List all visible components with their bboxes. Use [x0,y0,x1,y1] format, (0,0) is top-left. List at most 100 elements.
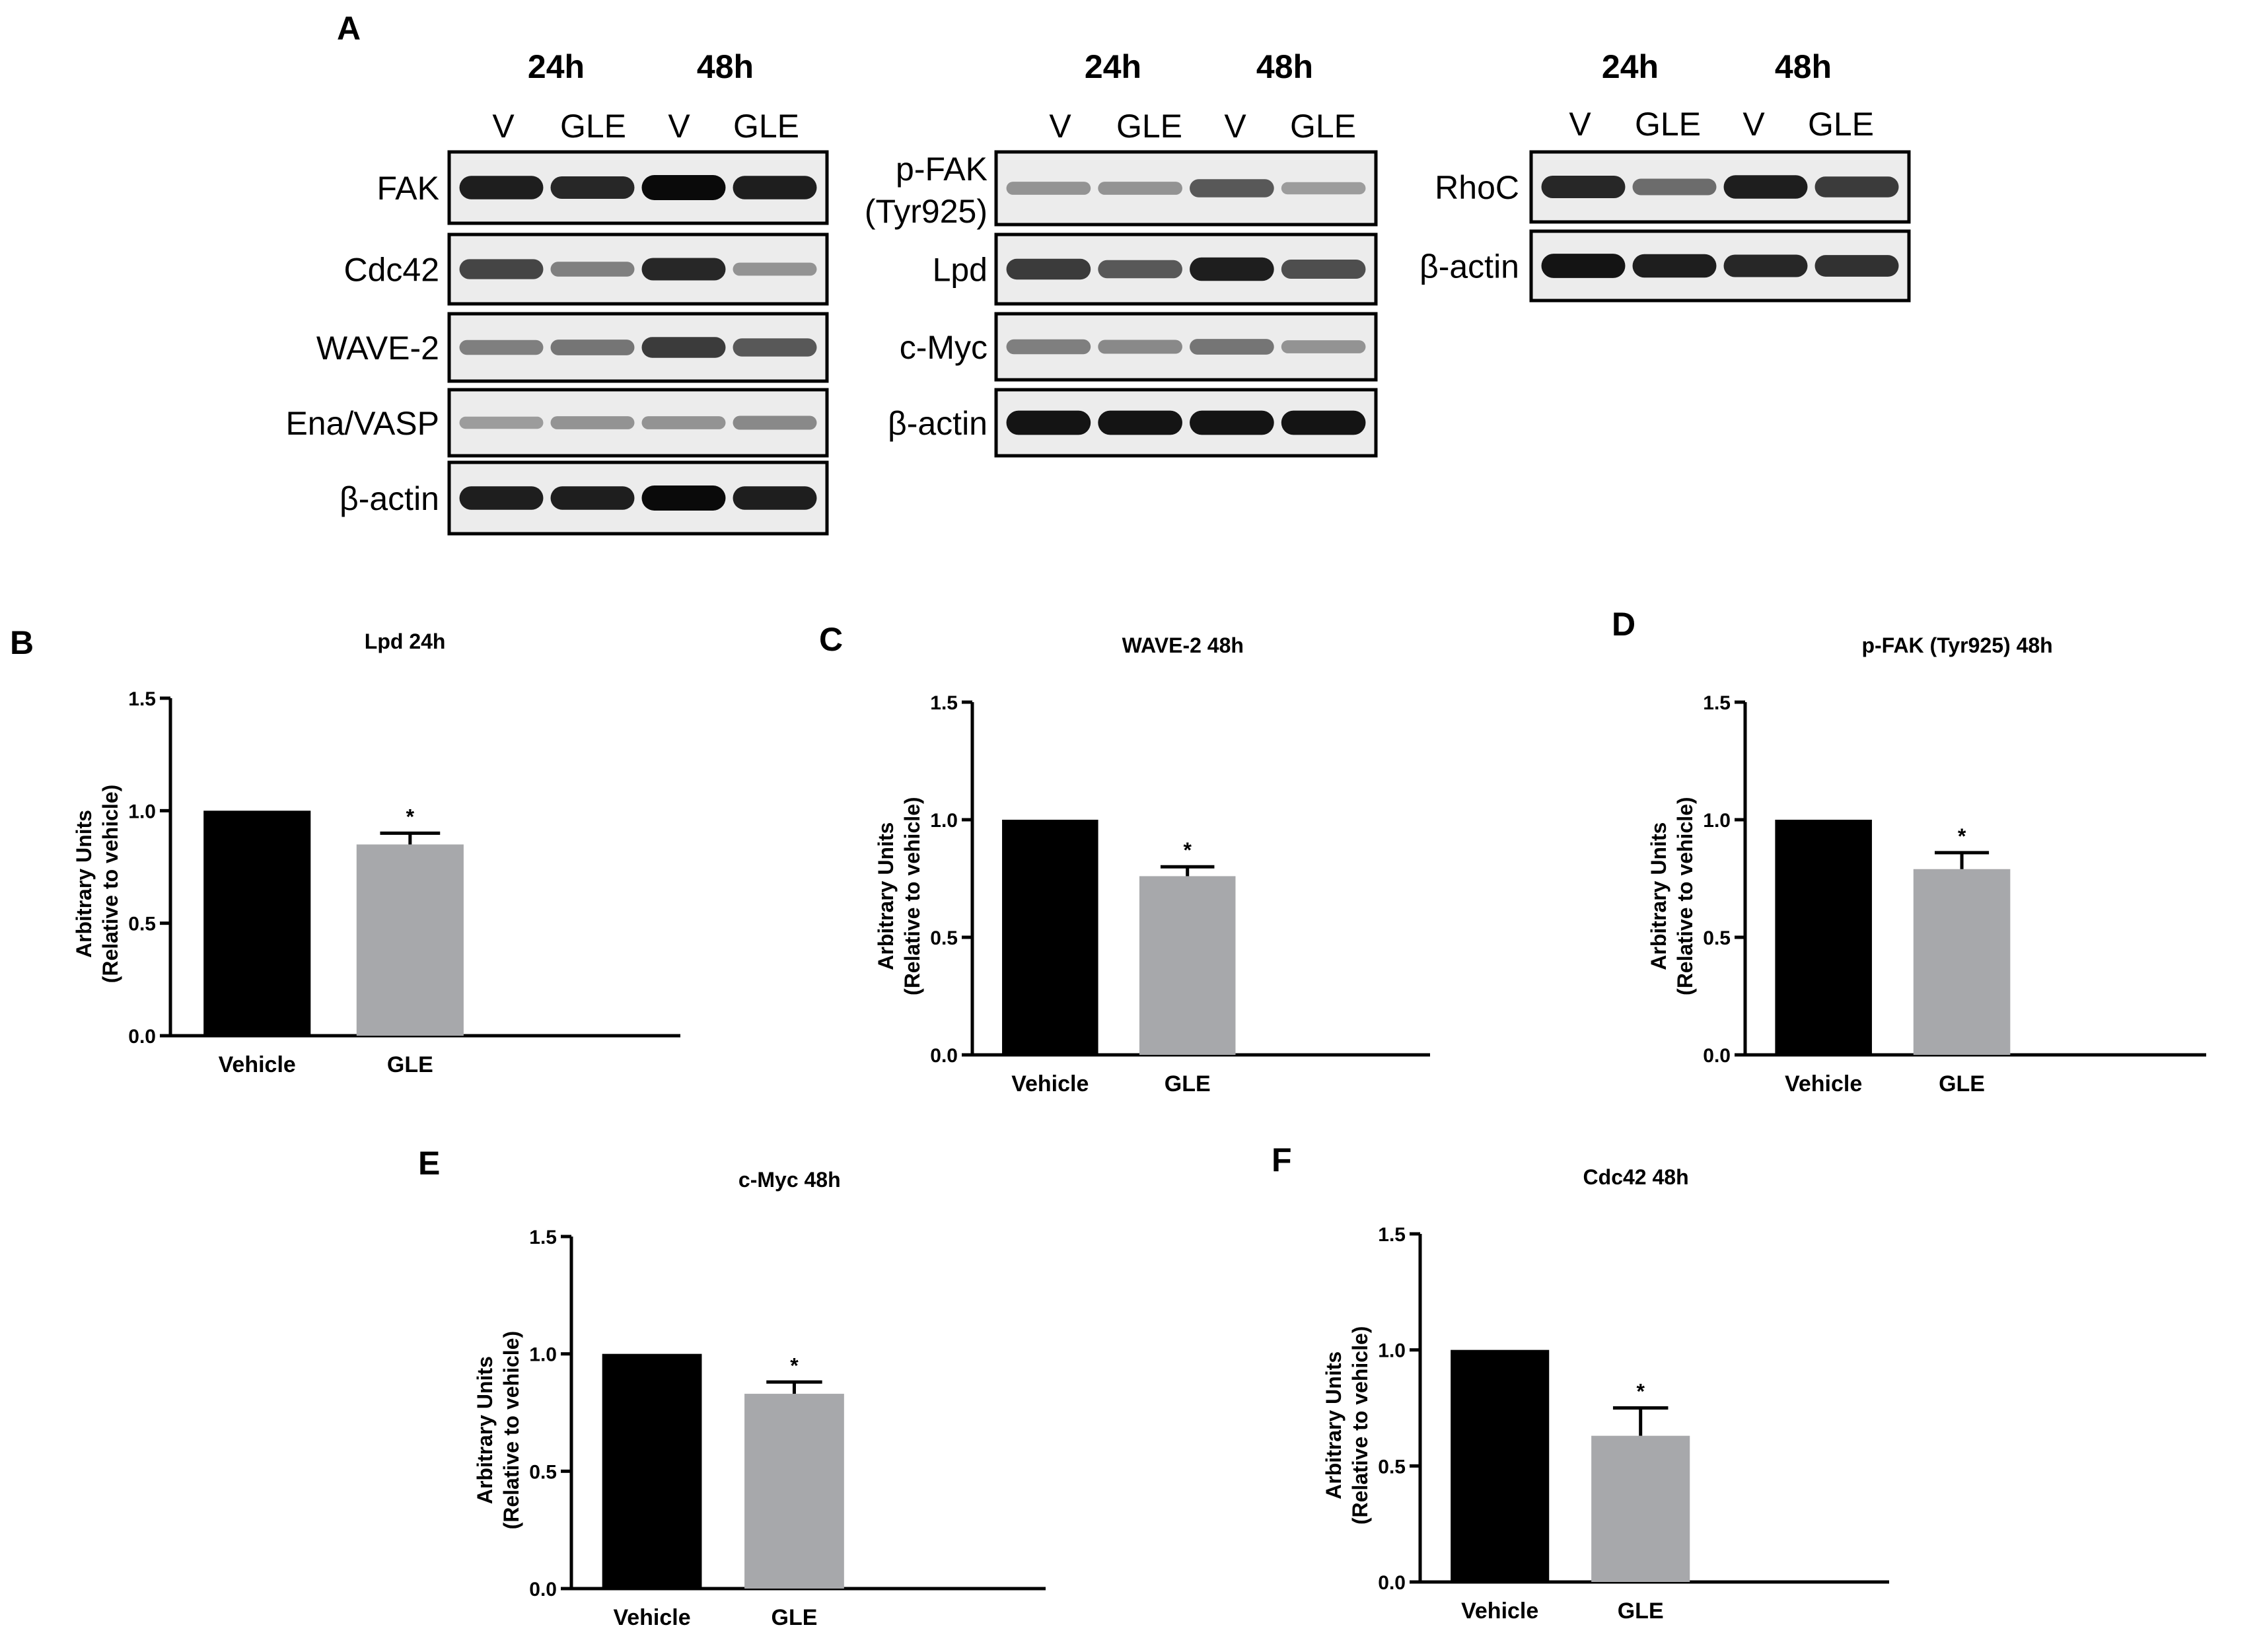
lane-label: GLE [1290,108,1356,145]
bar-gle [744,1394,844,1589]
lane-label: GLE [1635,106,1701,143]
y-axis-label-line: Arbitrary Units [874,822,898,970]
blot-label: Cdc42 [343,252,439,289]
blot-band [733,415,817,430]
blot-label: β-actin [888,405,988,442]
blot-band [1098,340,1182,354]
blot-band [1814,176,1899,198]
chart-letter: C [819,621,843,658]
blot-row: RhoC [1435,150,1911,224]
lane-label: V [492,108,515,145]
blot-group-2: 24h 48h V GLE V GLE p-FAK (Tyr925) Lpd c-Myc β-act… [865,48,1378,458]
chart-title: c-Myc 48h [738,1168,841,1192]
blot-label: RhoC [1435,169,1519,206]
blot-group-3: 24h 48h V GLE V GLE RhoC β-actin [1419,48,1911,303]
y-axis-label-line: Arbitrary Units [72,810,96,958]
lane-label: GLE [560,108,626,145]
chart-f: F Cdc42 48h 0.0 0.5 1.0 1.5 Arbitrary Units (Re… [1272,1141,1889,1624]
blot-row: WAVE-2 [316,312,829,383]
time-label-24h: 24h [1602,48,1659,85]
blot-band [1541,254,1626,278]
lane-label: GLE [1116,108,1182,145]
blot-band [1006,258,1091,280]
panel-a-letter: A [337,10,361,47]
y-tick-label: 0.0 [930,1045,958,1067]
chart-letter: E [418,1145,440,1182]
blot-label: β-actin [1419,248,1519,285]
lane-label: GLE [733,108,799,145]
blot-band [733,338,817,357]
blot-row: FAK [377,150,829,225]
significance-marker: * [406,805,415,828]
blot-band [550,340,635,355]
category-label: Vehicle [1785,1071,1862,1096]
blot-band [641,337,726,358]
y-axis-label-line: (Relative to vehicle) [499,1331,523,1530]
blot-label: (Tyr925) [865,193,988,230]
blot-band [733,486,817,510]
bar-gle [1913,869,2011,1055]
bar-vehicle [1451,1349,1550,1582]
significance-marker: * [1958,824,1966,848]
bar-gle [1139,876,1236,1055]
category-label: Vehicle [1461,1598,1538,1624]
chart-b: B Lpd 24h 0.0 0.5 1.0 1.5 Arbitrary Units (Rela… [10,624,680,1077]
y-axis-label: Arbitrary Units (Relative to vehicle) [72,785,122,984]
bar-gle [356,844,464,1036]
y-axis-label: Arbitrary Units (Relative to vehicle) [1322,1326,1372,1525]
blot-band [641,258,726,281]
y-axis-label-line: (Relative to vehicle) [1348,1326,1372,1525]
blot-band [1190,339,1274,355]
category-label: GLE [1618,1598,1664,1624]
y-tick-label: 1.5 [1378,1224,1406,1246]
y-tick-label: 1.5 [128,688,156,710]
blot-band [1281,340,1366,353]
blot-label: Lpd [933,252,988,289]
blot-row: β-actin [888,388,1378,458]
blot-label: β-actin [340,480,439,517]
y-axis-label-line: (Relative to vehicle) [98,785,122,984]
blot-band [1723,175,1808,199]
category-label: Vehicle [219,1052,296,1077]
bar-vehicle [1775,820,1872,1055]
blot-row: β-actin [340,460,829,536]
y-tick-label: 0.5 [930,927,958,949]
blot-band [1098,410,1182,435]
blot-band [1632,178,1717,196]
y-axis-label-line: Arbitrary Units [1322,1351,1346,1499]
blot-band [1006,339,1091,355]
y-tick-label: 0.0 [1703,1045,1731,1067]
chart-d: Dp-FAK (Tyr925) 48h 0.0 0.5 1.0 1.5 Arbitrary… [1612,606,2206,1096]
y-tick-label: 0.5 [1703,927,1731,949]
y-tick-label: 1.0 [529,1344,557,1366]
blot-band [641,175,726,200]
time-label-48h: 48h [697,48,754,85]
significance-marker: * [1183,838,1192,862]
chart-letter: D [1612,606,1635,643]
bar-vehicle [602,1353,702,1589]
blot-band [1006,410,1091,435]
bar-vehicle [203,810,311,1036]
category-label: GLE [772,1605,818,1630]
y-tick-label: 0.5 [128,914,156,935]
blot-row: c-Myc [900,312,1378,382]
y-tick-label: 0.0 [529,1579,557,1600]
y-tick-label: 1.0 [1703,810,1731,832]
y-axis-label-line: Arbitrary Units [473,1356,497,1504]
y-axis-label-line: Arbitrary Units [1647,822,1670,970]
blot-band [550,486,635,510]
lane-label: V [668,108,690,145]
blot-row: p-FAK (Tyr925) [865,150,1378,230]
blot-band [1190,410,1274,435]
blot-row: Ena/VASP [285,388,829,458]
blot-label: p-FAK [896,151,988,188]
lane-label: V [1742,106,1765,143]
chart-letter: B [10,624,34,661]
chart-letter: F [1272,1141,1292,1178]
y-tick-label: 1.5 [1703,692,1731,714]
blot-band [1814,255,1899,277]
blot-band [1190,257,1274,281]
blot-band [641,416,726,429]
blot-row: Lpd [933,233,1378,306]
